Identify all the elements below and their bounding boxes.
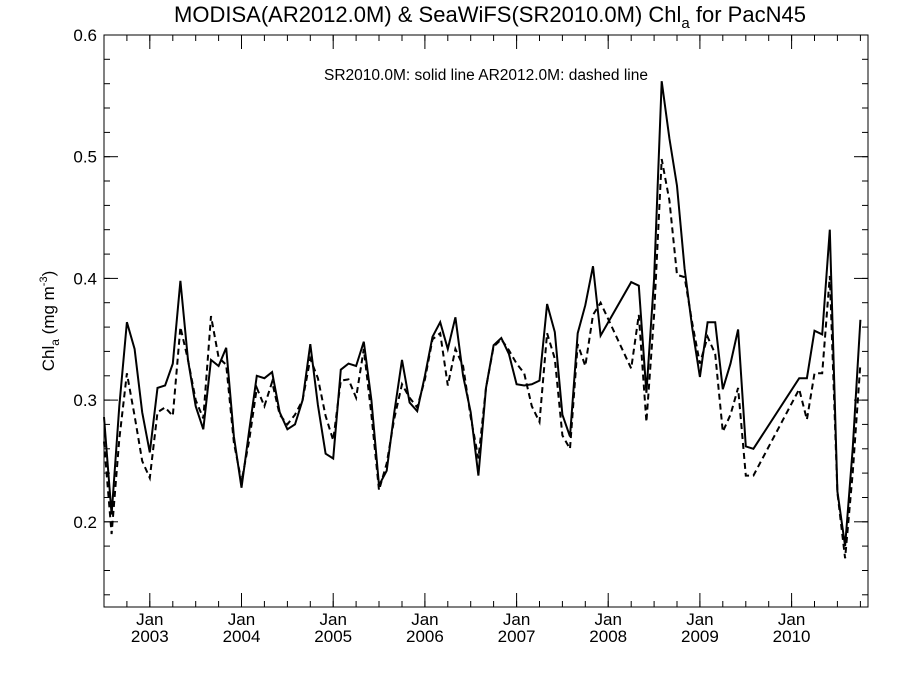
chart-title: MODISA(AR2012.0M) & SeaWiFS(SR2010.0M) C… xyxy=(174,2,806,32)
x-tick-month: Jan xyxy=(319,610,346,629)
x-tick-year: 2007 xyxy=(498,627,536,646)
y-axis-label: Chla (mg m-3) xyxy=(38,271,62,372)
x-tick-year: 2010 xyxy=(773,627,811,646)
x-tick-year: 2004 xyxy=(223,627,261,646)
series-line-sr2010-0m xyxy=(103,81,862,547)
axis-ticks: 0.20.30.40.50.6Jan2003Jan2004Jan2005Jan2… xyxy=(73,26,868,646)
series-lines xyxy=(103,81,862,559)
x-tick-year: 2009 xyxy=(681,627,719,646)
x-tick-month: Jan xyxy=(503,610,530,629)
x-tick-month: Jan xyxy=(411,610,438,629)
y-tick-label: 0.6 xyxy=(73,26,97,45)
x-tick-month: Jan xyxy=(136,610,163,629)
x-tick-month: Jan xyxy=(686,610,713,629)
series-line-ar2012-0m xyxy=(103,158,862,559)
y-tick-label: 0.4 xyxy=(73,269,97,288)
line-style-note: SR2010.0M: solid line AR2012.0M: dashed … xyxy=(324,67,648,84)
x-tick-year: 2008 xyxy=(589,627,627,646)
y-tick-label: 0.3 xyxy=(73,391,97,410)
y-tick-label: 0.5 xyxy=(73,148,97,167)
x-tick-month: Jan xyxy=(778,610,805,629)
x-tick-month: Jan xyxy=(228,610,255,629)
x-tick-year: 2005 xyxy=(314,627,352,646)
x-tick-year: 2006 xyxy=(406,627,444,646)
y-tick-label: 0.2 xyxy=(73,513,97,532)
x-tick-month: Jan xyxy=(594,610,621,629)
x-tick-year: 2003 xyxy=(131,627,169,646)
plot-frame xyxy=(103,34,869,608)
